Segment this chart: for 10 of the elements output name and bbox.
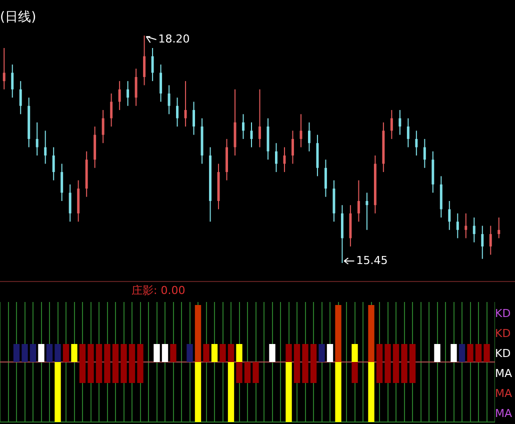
annotation: MA xyxy=(495,407,514,420)
annotation: KD xyxy=(495,307,512,320)
annotation: MA xyxy=(495,387,514,400)
annotation: KD xyxy=(495,347,512,360)
chart-title: (日线) xyxy=(0,10,36,26)
annotation: 18.20 xyxy=(158,32,190,46)
annotation: MA xyxy=(495,367,514,380)
annotation: KD xyxy=(495,327,512,340)
annotation: 15.45 xyxy=(356,254,388,267)
text: 庄影: 0.00 xyxy=(132,284,186,297)
